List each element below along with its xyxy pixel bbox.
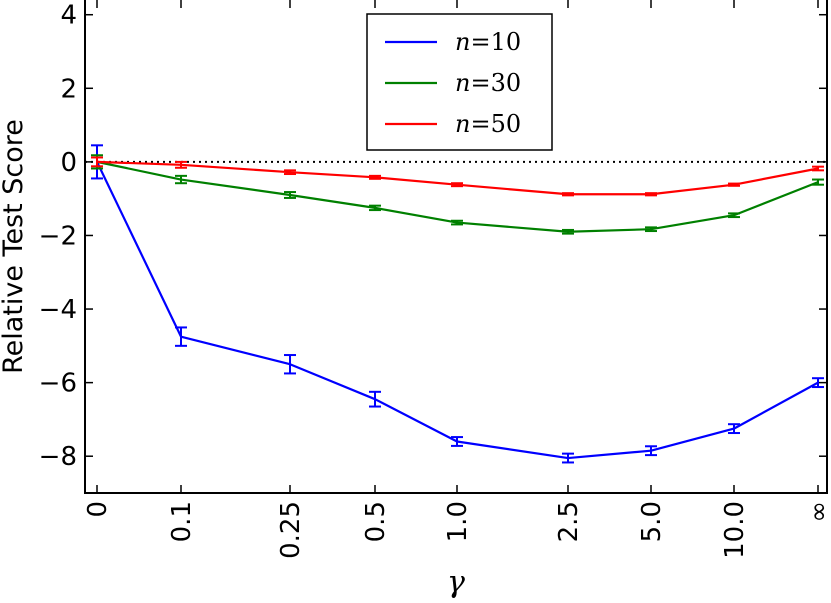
legend-entry-label: n=10	[455, 28, 521, 56]
x-tick-label: 5.0	[637, 501, 667, 542]
error-bar	[562, 228, 574, 235]
error-bar	[812, 377, 824, 389]
error-bar	[728, 423, 740, 435]
legend: n=10 n=30 n=50	[366, 13, 553, 151]
x-tick-label: 0.25	[276, 501, 306, 559]
error-bar	[562, 452, 574, 464]
error-bar	[451, 219, 463, 226]
error-bar	[645, 226, 657, 233]
error-bar	[284, 354, 296, 375]
x-axis-label: γ	[447, 565, 465, 600]
error-bar	[728, 212, 740, 219]
axes	[84, 0, 828, 494]
tick-labels: 4 2 0 −2 −4 −6 −8 0 0.1 0.25 0.5 1.0 2.5 5.0 10.0 ∞	[39, 1, 831, 559]
x-tick-label: 1.0	[443, 501, 473, 542]
error-bar	[91, 156, 103, 168]
y-tick-label: 4	[60, 1, 77, 31]
x-tick-label: 10.0	[720, 501, 750, 559]
y-tick-label: −6	[39, 369, 77, 399]
series-line-n10	[96, 161, 819, 460]
y-tick-label: −4	[39, 295, 77, 325]
x-tick-label: 0.1	[167, 501, 197, 542]
error-bar	[175, 174, 187, 185]
y-tick-label: −2	[39, 221, 77, 251]
series-line-n50	[96, 160, 819, 196]
error-bar	[284, 169, 296, 176]
error-bar	[284, 191, 296, 199]
x-tick-label: 0	[83, 501, 113, 518]
y-axis-label: Relative Test Score	[0, 119, 29, 374]
y-tick-label: 0	[60, 148, 77, 178]
y-tick-label: 2	[60, 74, 77, 104]
y-tick-label: −8	[39, 442, 77, 472]
x-tick-label: ∞	[804, 501, 831, 523]
error-bar	[451, 436, 463, 447]
legend-entry-label: n=50	[455, 110, 521, 138]
error-bar	[562, 192, 574, 197]
error-bar	[369, 390, 381, 408]
error-bar	[175, 326, 187, 347]
error-bar	[812, 178, 824, 186]
error-bar	[175, 160, 187, 169]
error-bar	[369, 204, 381, 212]
error-bar	[812, 165, 824, 172]
error-bar	[728, 182, 740, 187]
x-tick-label: 0.5	[361, 501, 391, 542]
axes-frame	[84, 0, 828, 494]
x-tick-label: 2.5	[554, 501, 584, 542]
error-bar	[451, 182, 463, 188]
plot-area	[85, 144, 827, 464]
legend-entry-label: n=30	[455, 69, 521, 97]
error-bar	[645, 192, 657, 197]
error-bar	[369, 174, 381, 180]
error-bar	[645, 445, 657, 457]
